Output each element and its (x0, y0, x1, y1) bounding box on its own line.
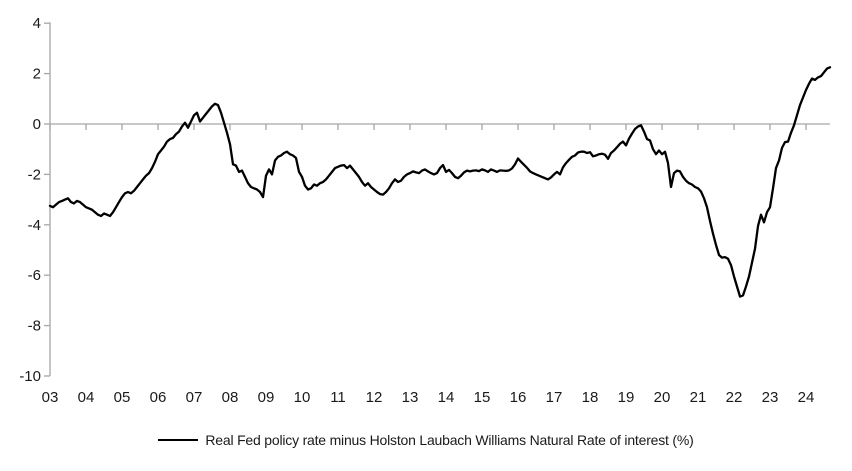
x-axis-label: 06 (150, 389, 167, 406)
chart-legend: Real Fed policy rate minus Holston Lauba… (0, 432, 852, 448)
x-axis-label: 21 (690, 389, 707, 406)
x-axis-label: 22 (726, 389, 743, 406)
x-axis-label: 11 (330, 389, 346, 406)
x-axis-label: 10 (294, 389, 311, 406)
y-axis-label: -10 (19, 368, 41, 385)
y-axis-label: 4 (33, 15, 41, 32)
y-axis-label: -6 (28, 267, 41, 284)
y-axis-label: 0 (33, 116, 41, 133)
x-axis-label: 18 (582, 389, 599, 406)
y-axis-label: -2 (28, 166, 41, 183)
y-axis-label: 2 (33, 66, 41, 83)
x-axis-label: 03 (42, 389, 59, 406)
legend-label: Real Fed policy rate minus Holston Lauba… (205, 432, 694, 448)
x-axis-label: 07 (186, 389, 203, 406)
x-axis-label: 14 (438, 389, 455, 406)
x-axis-label: 16 (510, 389, 527, 406)
x-axis-label: 20 (654, 389, 671, 406)
y-axis-label: -4 (28, 217, 41, 234)
x-axis-label: 23 (762, 389, 779, 406)
legend-line-swatch (158, 439, 199, 441)
x-axis-label: 17 (546, 389, 563, 406)
x-axis-label: 09 (258, 389, 275, 406)
x-axis-label: 04 (78, 389, 95, 406)
x-axis-label: 24 (798, 389, 815, 406)
data-series-line (48, 66, 832, 298)
x-axis-label: 05 (114, 389, 131, 406)
x-axis-label: 13 (402, 389, 419, 406)
x-axis-label: 15 (474, 389, 491, 406)
y-axis-label: -8 (28, 318, 41, 335)
x-axis-label: 08 (222, 389, 239, 406)
x-axis-label: 19 (618, 389, 635, 406)
x-axis-label: 12 (366, 389, 383, 406)
